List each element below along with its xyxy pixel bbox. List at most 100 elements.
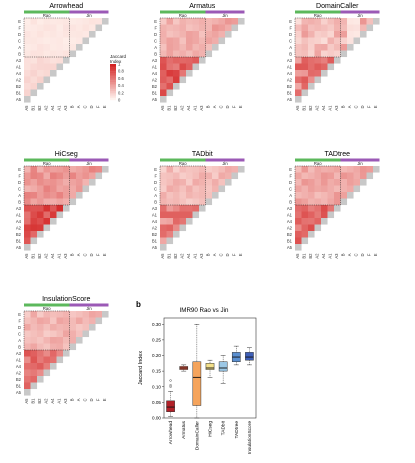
col-label: A2 [180,105,185,111]
heatmap-tadbit: TADbit Rao Jin E F D C A B A3 A1 A4 A2 B2 B1 A5 A5 B1 B2 A2… [140,150,275,295]
heat-cell [63,330,70,338]
row-label: A5 [287,97,293,102]
heat-cell [24,231,31,238]
heat-cell [43,211,51,219]
heat-cell [314,218,322,225]
heat-cell [327,57,335,64]
row-label: B [154,51,157,56]
diagonal-cell [160,244,167,251]
col-label: B [70,398,75,401]
heat-cell [295,166,302,173]
heat-cell [353,31,361,38]
col-label: B2 [173,253,178,259]
heat-cell [334,185,341,193]
heat-cell [37,330,44,338]
row-label: A [289,193,292,198]
heat-cell [56,24,64,32]
heat-cell [30,24,38,32]
heat-cell [89,172,96,180]
heat-cell [50,324,57,331]
col-label: B2 [173,105,178,111]
heat-cell [218,172,226,180]
heat-cell [301,192,309,199]
heat-cell [321,192,328,199]
col-label: F [367,253,372,256]
heat-cell [308,218,315,225]
heat-cell [347,18,354,25]
heat-cell [160,76,167,84]
heat-cell [205,37,213,45]
diagonal-cell [186,218,193,225]
heat-cell [314,172,322,180]
heatmap-title: Arrowhead [49,3,83,10]
heat-cell [186,172,193,180]
heat-cell [192,205,200,212]
heat-cell [301,172,309,180]
heat-cell [69,166,77,173]
heat-cell [327,205,335,212]
heat-cell [166,50,174,58]
jin-group-label: Jin [357,13,363,18]
heat-cell [37,369,44,377]
heat-cell [63,343,70,351]
heat-cell [76,166,83,173]
heat-cell [56,317,64,325]
heat-cell [160,89,167,97]
heat-cell [334,44,341,51]
diagonal-cell [69,50,77,58]
legend-title-line2: Index [110,59,122,64]
heat-cell [231,166,239,173]
heat-cell [43,70,51,77]
diagonal-cell [102,18,109,25]
jin-group-bar [205,158,245,162]
row-label: B [154,199,157,204]
diagonal-cell [63,57,70,64]
heat-cell [179,198,187,206]
heat-cell [24,382,31,390]
legend-gradient-step [110,67,116,70]
row-label: A1 [152,64,158,69]
heat-cell [166,37,174,45]
heat-cell [308,224,315,232]
heat-cell [186,166,193,173]
row-label: A5 [16,245,22,250]
heat-cell [173,218,180,225]
heat-cell [301,44,309,51]
heat-cell [50,317,57,325]
heat-cell [24,218,31,225]
heat-cell [56,172,64,180]
heat-cell [160,192,167,199]
diagonal-cell [340,50,348,58]
diagonal-cell [212,192,219,199]
heat-cell [24,330,31,338]
row-label: F [18,318,21,323]
row-label: B [18,344,21,349]
heat-cell [231,18,239,25]
heat-cell [353,18,361,25]
heat-cell [30,211,38,219]
heat-cell [30,166,38,173]
row-label: C [289,186,292,191]
row-label: A2 [152,225,158,230]
rao-jin-dashed-box [23,165,70,206]
col-label: A1 [328,105,333,111]
heat-cell [321,24,328,32]
col-label: A1 [57,253,62,259]
rao-group-label: Rao [43,161,51,166]
heat-cell [199,172,206,180]
heat-cell [166,31,174,38]
col-label: A2 [44,253,49,259]
heat-cell [199,44,206,51]
col-label: B1 [31,398,36,404]
heat-cell [179,211,187,219]
heat-cell [347,166,354,173]
row-label: B [289,51,292,56]
heat-cell [295,237,302,245]
heat-cell [327,18,335,25]
boxplot-panel: b IMR90 Rao vs Jin 0.00 0.05 0.10 0.15 0.20 0.2… [132,300,262,458]
heat-cell [308,166,315,173]
diagonal-cell [82,37,90,45]
diagonal-cell [366,172,374,180]
heat-cell [186,44,193,51]
